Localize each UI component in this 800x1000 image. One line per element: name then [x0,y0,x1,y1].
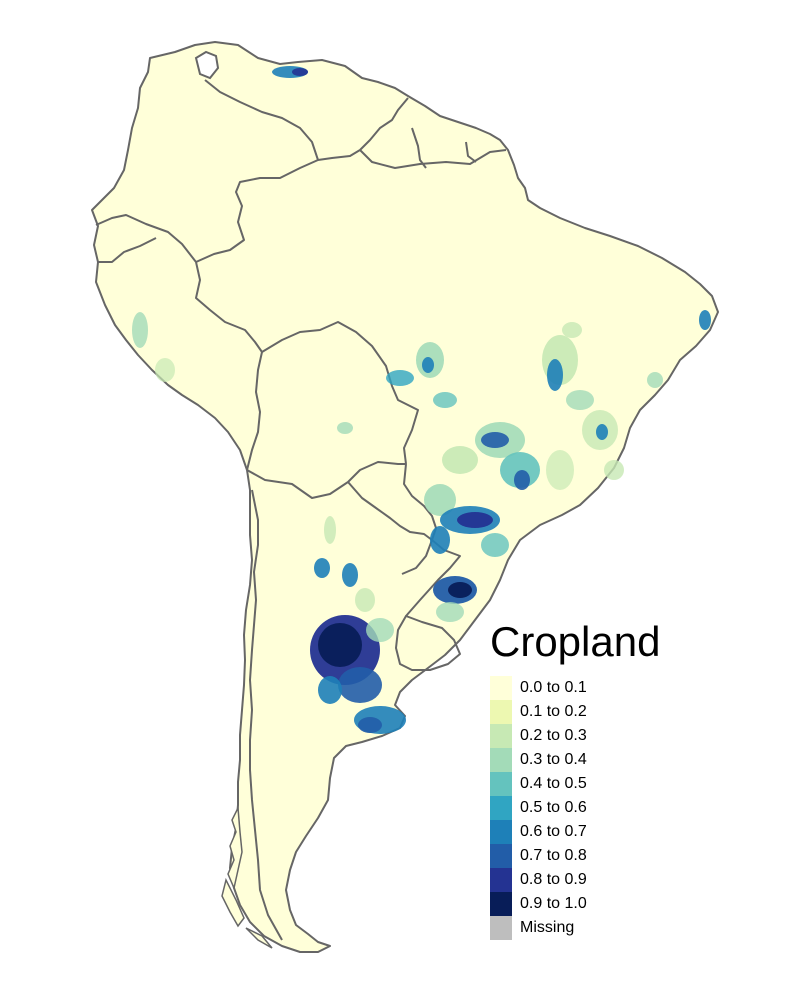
legend-swatch [490,772,512,796]
legend-label: 0.7 to 0.8 [520,847,587,864]
border-peru-bolivia [246,351,263,471]
cropland-patch [422,357,434,373]
border-bolivia-chile-argentina [246,469,349,499]
cropland-patch [596,424,608,440]
legend-label: 0.6 to 0.7 [520,823,587,840]
legend-swatch [490,724,512,748]
legend-swatch [490,868,512,892]
legend-swatch [490,748,512,772]
cropland-patch [314,558,330,578]
cropland-patch [366,618,394,642]
legend-label: 0.4 to 0.5 [520,775,587,792]
legend-item: 0.8 to 0.9 [490,868,660,892]
legend-swatch [490,892,512,916]
cropland-patch [647,372,663,388]
legend-label: 0.1 to 0.2 [520,703,587,720]
border-paraguay-argentina [347,481,433,575]
border-brazil-bolivia [261,321,419,465]
border-colombia-ecuador [95,214,197,263]
legend-swatch [490,700,512,724]
country-borders [95,79,507,941]
cropland-patch [604,460,624,480]
legend-item: 0.1 to 0.2 [490,700,660,724]
legend-item: 0.3 to 0.4 [490,748,660,772]
legend-label: 0.0 to 0.1 [520,679,587,696]
cropland-patch [358,717,382,733]
cropland-patch [292,68,308,76]
legend-item: 0.7 to 0.8 [490,844,660,868]
cropland-patch [318,676,342,704]
cropland-patch [318,623,362,667]
cropland-patch [448,582,472,598]
cropland-patch [514,470,530,490]
coastal-detail-north [194,50,220,80]
cropland-patch [699,310,711,330]
cropland-patch [132,312,148,348]
legend: Cropland 0.0 to 0.1 0.1 to 0.2 0.2 to 0.3 0… [490,618,660,940]
legend-swatch [490,916,512,940]
cropland-patch [457,512,493,528]
cropland-patch [342,563,358,587]
border-venezuela-guyana [359,97,409,151]
border-ecuador-peru [98,237,157,263]
cropland-patch [566,390,594,410]
cropland-patch [355,588,375,612]
cropland-patch [324,516,336,544]
legend-label: Missing [520,919,575,936]
border-colombia-venezuela [204,79,361,161]
legend-items: 0.0 to 0.1 0.1 to 0.2 0.2 to 0.3 0.3 to 0.4… [490,676,660,940]
cropland-patch [481,432,509,448]
cropland-patch [430,526,450,554]
cropland-patch [337,422,353,434]
cropland-patch [481,533,509,557]
legend-item: 0.0 to 0.1 [490,676,660,700]
legend-item: 0.2 to 0.3 [490,724,660,748]
legend-item: 0.6 to 0.7 [490,820,660,844]
legend-label: 0.2 to 0.3 [520,727,587,744]
cropland-patch [546,450,574,490]
border-chile-argentina [249,489,283,941]
cropland-patch [562,322,582,338]
cropland-patch [433,392,457,408]
border-colombia-brazil [195,159,319,263]
legend-label: 0.5 to 0.6 [520,799,587,816]
border-suriname-fguiana [465,141,477,163]
legend-item: 0.5 to 0.6 [490,796,660,820]
border-peru-brazil [195,261,263,353]
cropland-patches [132,66,711,734]
legend-item: 0.9 to 1.0 [490,892,660,916]
fjord-islands [221,805,273,949]
legend-item: Missing [490,916,660,940]
border-uruguay [395,615,461,671]
legend-item: 0.4 to 0.5 [490,772,660,796]
cropland-patch [424,484,456,516]
legend-swatch [490,820,512,844]
legend-label: 0.9 to 1.0 [520,895,587,912]
continent-landmass [91,41,719,953]
legend-label: 0.8 to 0.9 [520,871,587,888]
cropland-patch [547,359,563,391]
cropland-patch [155,358,175,382]
cropland-patch [386,370,414,386]
cropland-patch [500,452,540,488]
border-guianas-brazil [359,149,507,169]
legend-swatch [490,676,512,700]
legend-title: Cropland [490,618,661,665]
legend-label: 0.3 to 0.4 [520,751,587,768]
legend-swatch [490,796,512,820]
cropland-patch [442,446,478,474]
cropland-patch [338,667,382,703]
border-bolivia-paraguay [347,461,406,483]
legend-swatch [490,844,512,868]
cropland-patch [436,602,464,622]
